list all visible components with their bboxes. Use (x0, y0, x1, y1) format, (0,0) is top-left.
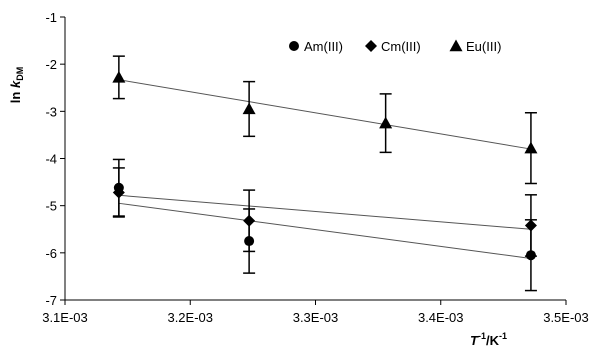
point-cmiii (243, 214, 256, 227)
error-bars (112, 55, 537, 292)
point-cmiii (112, 186, 125, 199)
y-tick-label: -5 (45, 199, 57, 214)
legend-marker-euiii (449, 39, 463, 52)
x-tick-label: 3.5E-03 (543, 310, 589, 325)
fit-line-euiii (118, 79, 532, 150)
y-axis-label: ln kDM (8, 67, 25, 103)
point-euiii (242, 102, 256, 115)
point-amiii (525, 250, 536, 261)
legend-marker-amiii (289, 41, 299, 51)
x-tick-label: 3.4E-03 (418, 310, 464, 325)
fit-line-cmiii (118, 194, 531, 230)
axes: -7 -6 -5 -4 -3 -2 -1 3.1E-03 3.2E-03 3.3E-03 3.4E-… (42, 10, 589, 325)
point-cmiii (524, 219, 537, 232)
legend-label-euiii: Eu(III) (466, 39, 501, 54)
x-tick-label: 3.1E-03 (42, 310, 88, 325)
x-axis-label: T-1/K-1 (470, 331, 507, 348)
x-tick-label: 3.3E-03 (293, 310, 339, 325)
legend-label-cmiii: Cm(III) (381, 39, 421, 54)
point-amiii (244, 236, 255, 247)
point-euiii (379, 116, 393, 129)
legend-marker-cmiii (365, 40, 377, 52)
y-tick-label: -1 (45, 10, 57, 25)
point-euiii (112, 70, 126, 83)
point-euiii (524, 141, 538, 154)
data-markers (112, 70, 538, 261)
y-tick-label: -4 (45, 152, 57, 167)
y-tick-label: -2 (45, 57, 57, 72)
x-tick-label: 3.2E-03 (167, 310, 213, 325)
legend: Am(III) Cm(III) Eu(III) (289, 39, 501, 54)
y-tick-label: -3 (45, 104, 57, 119)
fit-line-amiii (118, 202, 531, 259)
y-tick-label: -7 (45, 293, 57, 308)
y-tick-label: -6 (45, 246, 57, 261)
fit-lines (118, 79, 532, 259)
legend-label-amiii: Am(III) (304, 39, 343, 54)
